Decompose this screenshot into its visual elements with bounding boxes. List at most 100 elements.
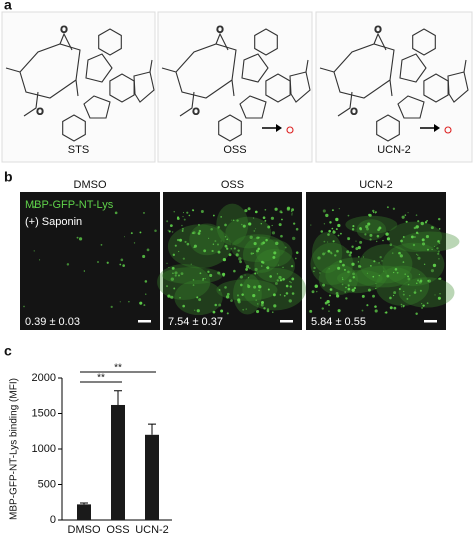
micrograph (20, 192, 160, 330)
signal-dot (260, 265, 263, 267)
signal-dot (351, 245, 354, 248)
signal-dot (214, 303, 217, 307)
signal-dot (374, 212, 376, 214)
signal-dot (403, 290, 405, 293)
scale-bar (280, 320, 293, 323)
signal-dot (346, 250, 350, 254)
signal-dot (232, 219, 235, 221)
ring (376, 114, 400, 142)
signal-dot (290, 281, 292, 284)
signal-dot (291, 292, 295, 295)
signal-dot (166, 262, 168, 264)
signal-dot (239, 275, 243, 279)
signal-dot (339, 260, 342, 263)
signal-dot (376, 240, 378, 243)
signal-dot (285, 284, 289, 288)
signal-dot (355, 247, 359, 251)
signal-dot (248, 222, 252, 226)
signal-dot (295, 251, 299, 254)
signal-dot (180, 272, 184, 276)
signal-dot (324, 252, 326, 254)
signal-dot (198, 229, 202, 233)
x-tick-label: UCN-2 (135, 524, 169, 536)
signal-dot (421, 306, 424, 309)
signal-dot (123, 236, 125, 238)
signal-dot (424, 221, 428, 224)
signal-dot (359, 265, 362, 268)
signal-dot (347, 270, 350, 274)
signal-dot (379, 255, 382, 259)
signal-dot (144, 280, 148, 283)
ring (175, 43, 237, 99)
bar (77, 504, 91, 520)
signal-dot (363, 256, 365, 258)
signal-dot (322, 283, 326, 287)
atom-o (286, 126, 294, 134)
signal-dot (347, 284, 350, 287)
signal-dot (209, 273, 213, 278)
signal-dot (253, 285, 257, 289)
signal-dot (247, 284, 249, 286)
signal-dot (437, 252, 440, 255)
ring (397, 95, 425, 119)
signal-dot (224, 236, 227, 238)
signal-dot (114, 211, 118, 215)
micrograph (163, 192, 302, 330)
signal-dot (172, 253, 176, 257)
signal-dot (367, 288, 371, 292)
signal-dot (423, 263, 426, 266)
signal-dot (214, 240, 217, 243)
signal-dot (410, 235, 414, 239)
signal-dot (220, 216, 222, 218)
significance: ** (114, 363, 122, 374)
signal-dot (437, 217, 441, 221)
signal-dot (375, 282, 377, 284)
ring (98, 28, 122, 56)
signal-dot (192, 284, 195, 286)
signal-dot (200, 209, 204, 213)
signal-dot (402, 261, 405, 263)
signal-dot (196, 296, 199, 299)
signal-dot (327, 241, 329, 243)
signal-dot (100, 243, 103, 246)
signal-dot (413, 291, 417, 294)
panel-label: b (4, 169, 13, 185)
signal-dot (130, 232, 133, 235)
signal-dot (257, 303, 259, 305)
signal-dot (396, 271, 399, 274)
atom-o: O (192, 106, 199, 116)
signal-dot (364, 233, 367, 236)
signal-dot (401, 215, 405, 219)
signal-dot (166, 220, 169, 223)
signal-dot (405, 220, 408, 223)
signal-dot (143, 211, 145, 214)
x-tick-label: DMSO (68, 524, 101, 536)
ring (447, 71, 469, 103)
signal-dot (245, 264, 250, 269)
signal-dot (241, 293, 244, 296)
signal-dot (372, 275, 375, 278)
bond (337, 91, 353, 117)
signal-dot (421, 242, 426, 246)
signal-dot (341, 283, 344, 286)
signal-dot (257, 247, 260, 251)
signal-dot (343, 268, 346, 271)
signal-dot (400, 306, 402, 308)
signal-dot (218, 289, 221, 291)
significance: ** (97, 373, 105, 384)
signal-dot (365, 224, 369, 229)
bond (373, 32, 387, 51)
signal-dot (217, 271, 221, 275)
signal-dot (230, 299, 233, 302)
compound-name: OSS (223, 144, 246, 156)
bond (75, 79, 79, 97)
signal-dot (218, 303, 222, 307)
signal-dot (342, 278, 344, 281)
signal-dot (276, 273, 279, 275)
signal-dot (267, 288, 270, 291)
signal-dot (322, 209, 326, 213)
signal-dot (436, 247, 439, 250)
signal-dot (139, 231, 142, 234)
signal-dot (320, 230, 324, 233)
signal-dot (252, 252, 254, 254)
